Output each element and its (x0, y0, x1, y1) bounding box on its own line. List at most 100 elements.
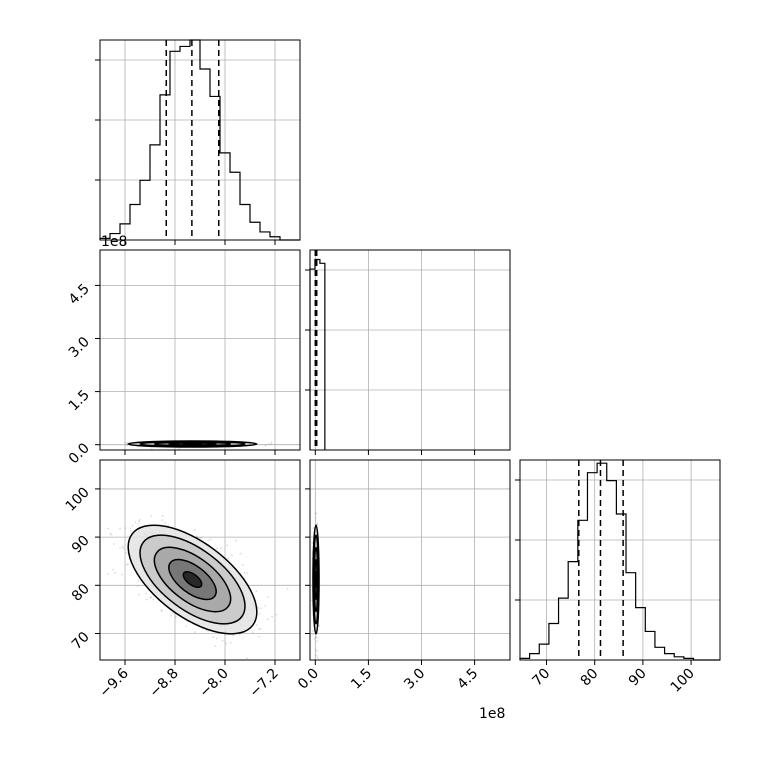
pair-p0-p1-ytick-label-2: 3.0 (66, 334, 93, 361)
pair-p0-p2-sample-point (122, 547, 125, 550)
pair-p0-p2-sample-point (130, 530, 133, 532)
pair-p0-p2-sample-point (160, 609, 163, 612)
pair-p0-p2-sample-point (110, 533, 113, 536)
pair-p0-p2-sample-point (164, 522, 167, 524)
pair-p0-p2-sample-point (215, 637, 218, 640)
pair-p0-p2-sample-point (137, 580, 140, 582)
pair-p0-p2-ytick-label-1: 80 (69, 581, 93, 605)
pair-p0-p2-sample-point (119, 527, 121, 530)
pair-p0-p2-sample-point (239, 552, 242, 555)
pair-p0-p1-sample-point (268, 443, 270, 446)
pair-p1-p2-xtick-label-0: 0.0 (295, 666, 322, 693)
pair-p0-p2-sample-point (259, 628, 262, 630)
pair-p0-p2-sample-point (243, 571, 246, 574)
pair-p0-p2-sample-point (271, 615, 273, 618)
pair-p1-p2-xtick-label-1: 1.5 (348, 666, 375, 693)
pair-p0-p1-ytick-label-0: 0.0 (66, 440, 93, 467)
pair-p0-p2-sample-point (275, 613, 278, 616)
pair-p0-p2-density-level-4 (183, 571, 202, 588)
pair-p1-p2-sample-point (312, 633, 314, 636)
pair-p0-p2-sample-point (161, 610, 163, 612)
pair-p0-p2-sample-point (121, 545, 124, 548)
pair-p0-p2-sample-point (229, 641, 232, 644)
pair-p0-p2-sample-point (260, 607, 262, 610)
pair-p0-p2-sample-point (107, 573, 109, 575)
pair-p0-p2-sample-point (196, 535, 198, 538)
pair-p0-p1-sample-point (178, 447, 181, 450)
pair-p0-p2-sample-point (150, 515, 153, 518)
pair-p0-p1-ytick-label-1: 1.5 (66, 387, 93, 414)
pair-p0-p2-contour-3 (168, 558, 217, 601)
offset-label-param1-y: 1e8 (101, 234, 127, 250)
pair-p0-p2-sample-point (185, 625, 188, 627)
pair-p0-p2-sample-point (136, 585, 139, 587)
pair-p1-p2-contour-4 (314, 571, 318, 589)
pair-p0-p2-sample-point (257, 607, 259, 609)
hist-param0-frame (99, 39, 301, 241)
pair-p0-p2-xtick-label-0: −9.6 (96, 665, 131, 700)
pair-p0-p2-sample-point (171, 612, 174, 614)
pair-p0-p2-sample-point (138, 593, 140, 596)
pair-p1-p2-xtick-label-2: 3.0 (401, 666, 428, 693)
pair-p0-p2-sample-point (235, 539, 237, 542)
pair-p0-p1-sample-point (125, 443, 128, 445)
pair-p0-p1-sample-point (126, 444, 129, 446)
pair-p0-p2-contour-4 (182, 571, 203, 589)
pair-p1-p2-sample-point (314, 512, 316, 514)
pair-p0-p2-sample-point (173, 613, 176, 615)
pair-p0-p1-sample-point (264, 444, 267, 446)
pair-p0-p2-sample-point (174, 616, 177, 619)
pair-p0-p2-sample-point (161, 519, 164, 522)
pair-p1-p2-sample-point (314, 516, 317, 519)
pair-p0-p2-sample-point (226, 544, 229, 547)
pair-p0-p2-ytick-label-0: 70 (69, 629, 93, 653)
pair-p0-p2-sample-point (255, 590, 258, 593)
pair-p0-p2-sample-point (152, 598, 155, 601)
pair-p0-p2-sample-point (125, 563, 128, 566)
pair-p0-p2-sample-point (267, 618, 269, 621)
offset-label-param1-x: 1e8 (479, 706, 505, 722)
pair-p0-p1-sample-point (126, 441, 129, 444)
pair-p0-p2-sample-point (170, 614, 173, 617)
pair-p1-p2-sample-point (316, 523, 319, 526)
pair-p0-p1-contour-4 (182, 442, 203, 446)
pair-p0-p2-sample-point (112, 568, 114, 571)
pair-p0-p2-contour-1 (139, 534, 246, 625)
pair-p1-p2-sample-point (315, 512, 318, 515)
pair-p0-p2-sample-point (258, 635, 261, 638)
pair-p0-p2-sample-point (121, 573, 123, 576)
pair-p0-p2-sample-point (194, 528, 196, 531)
pair-p1-p2-sample-point (313, 637, 316, 640)
pair-p1-p2-xtick-label-3: 4.5 (454, 666, 481, 693)
hist-param1-frame (309, 249, 511, 451)
pair-p0-p2-sample-point (175, 615, 177, 618)
pair-p0-p2-sample-point (134, 521, 137, 524)
pair-p0-p2-sample-point (137, 522, 140, 525)
pair-p0-p1-ytick-label-3: 4.5 (66, 281, 93, 308)
hist-param2-xtick-label-1: 80 (578, 666, 602, 690)
pair-p0-p2-sample-point (258, 613, 261, 615)
pair-p1-p2-sample-point (315, 636, 318, 639)
pair-p0-p2-xtick-label-1: −8.8 (146, 666, 181, 701)
pair-p0-p1-sample-point (270, 441, 273, 444)
pair-p0-p2-xtick-label-2: −8.0 (196, 666, 231, 701)
pair-p0-p2-sample-point (235, 661, 237, 663)
pair-p0-p2-sample-point (119, 547, 121, 549)
frames-layer (99, 39, 721, 661)
pair-p0-p1-frame (99, 249, 301, 451)
pair-p0-p2-sample-point (238, 633, 241, 636)
pair-p1-p2-sample-point (312, 527, 315, 530)
pair-p1-p2-sample-point (318, 624, 321, 627)
pair-p0-p2-sample-point (201, 536, 204, 539)
pair-p0-p2-density (107, 514, 289, 663)
pair-p0-p2-contour-2 (153, 546, 232, 613)
pair-p1-p2-frame (309, 459, 511, 661)
pair-p1-p2-density (311, 512, 321, 659)
pair-p0-p2-ytick-label-2: 90 (69, 533, 93, 557)
pair-p0-p2-sample-point (214, 645, 217, 648)
pair-p0-p2-sample-point (113, 543, 115, 545)
pair-p0-p2-sample-point (161, 514, 164, 517)
pair-p0-p1-sample-point (264, 444, 267, 447)
pair-p0-p2-sample-point (246, 657, 248, 660)
